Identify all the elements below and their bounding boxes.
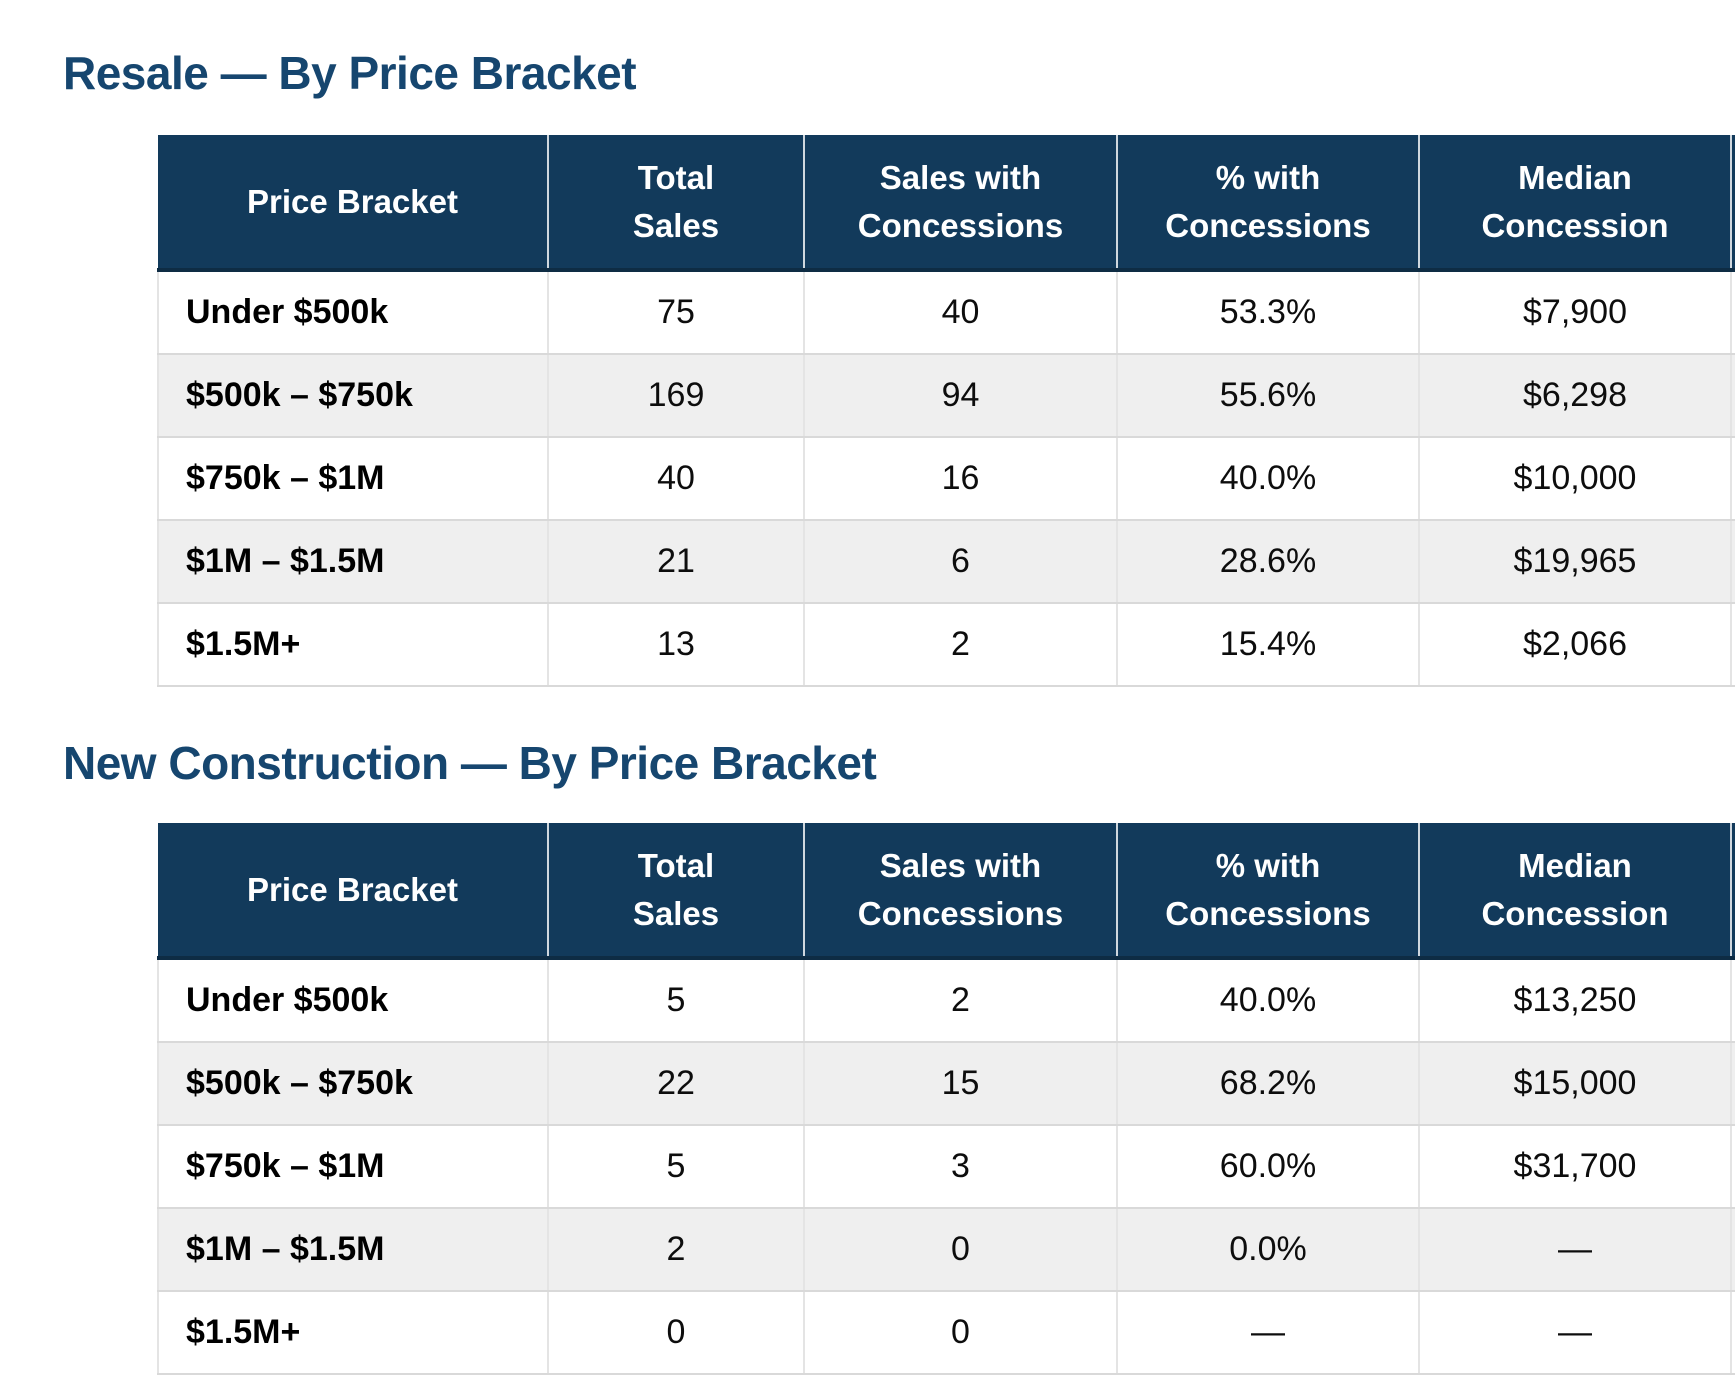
table-cell: 2	[548, 1208, 805, 1292]
table-row: $750k – $1M 5 3 60.0% $31,700	[157, 1125, 1735, 1209]
row-header-cell: $1M – $1.5M	[157, 520, 549, 604]
table-row: $1M – $1.5M 2 0 0.0% —	[157, 1208, 1735, 1292]
column-header: Sales with Concessions	[804, 823, 1118, 960]
table-cell: 15	[804, 1042, 1118, 1126]
table-row: $750k – $1M 40 16 40.0% $10,000	[157, 437, 1735, 521]
table-cell: $31,700	[1419, 1125, 1732, 1209]
table-cell: 0	[804, 1208, 1118, 1292]
table-cell: 68.2%	[1117, 1042, 1420, 1126]
table-cell: 40.0%	[1117, 437, 1420, 521]
table-row: $1.5M+ 13 2 15.4% $2,066	[157, 603, 1735, 687]
table-cell: —	[1419, 1291, 1732, 1375]
table-row: Under $500k 75 40 53.3% $7,900	[157, 270, 1735, 355]
cutoff-column-header	[1731, 823, 1735, 960]
table-cell: $15,000	[1419, 1042, 1732, 1126]
cutoff-cell	[1731, 270, 1735, 355]
new-construction-table-wrapper: Price Bracket Total Sales Sales with Conce…	[157, 823, 1735, 1375]
column-header: Price Bracket	[158, 823, 549, 960]
table-row: $1M – $1.5M 21 6 28.6% $19,965	[157, 520, 1735, 604]
column-header: Sales with Concessions	[804, 135, 1118, 272]
cutoff-cell	[1731, 1042, 1735, 1126]
table-cell: 40	[804, 270, 1118, 355]
table-cell: 60.0%	[1117, 1125, 1420, 1209]
table-cell: 16	[804, 437, 1118, 521]
table-cell: 40.0%	[1117, 958, 1420, 1043]
row-header-cell: $750k – $1M	[157, 1125, 549, 1209]
table-cell: 75	[548, 270, 805, 355]
table-cell: 22	[548, 1042, 805, 1126]
column-header: Total Sales	[548, 823, 805, 960]
row-header-cell: $500k – $750k	[157, 354, 549, 438]
table-cell: 15.4%	[1117, 603, 1420, 687]
table-cell: 94	[804, 354, 1118, 438]
resale-table-wrapper: Price Bracket Total Sales Sales with Conce…	[157, 135, 1735, 687]
column-header: % with Concessions	[1117, 823, 1420, 960]
column-header: % with Concessions	[1117, 135, 1420, 272]
table-row: $1.5M+ 0 0— —	[157, 1291, 1735, 1375]
table-cell: 2	[804, 958, 1118, 1043]
row-header-cell: Under $500k	[157, 270, 549, 355]
cutoff-cell	[1731, 1291, 1735, 1375]
table-cell: 0.0%	[1117, 1208, 1420, 1292]
table-cell: 13	[548, 603, 805, 687]
table-cell: 0	[804, 1291, 1118, 1375]
table-cell: 6	[804, 520, 1118, 604]
table-cell: 2	[804, 603, 1118, 687]
table-cell: $19,965	[1419, 520, 1732, 604]
row-header-cell: Under $500k	[157, 958, 549, 1043]
table-cell: $13,250	[1419, 958, 1732, 1043]
cutoff-cell	[1731, 1208, 1735, 1292]
table-cell: —	[1117, 1291, 1420, 1375]
table-cell: —	[1419, 1208, 1732, 1292]
column-header: Total Sales	[548, 135, 805, 272]
cutoff-cell	[1731, 603, 1735, 687]
table-row: Under $500k 5 2 40.0% $13,250	[157, 958, 1735, 1043]
cutoff-cell	[1731, 354, 1735, 438]
row-header-cell: $750k – $1M	[157, 437, 549, 521]
cutoff-cell	[1731, 520, 1735, 604]
table-cell: 55.6%	[1117, 354, 1420, 438]
column-header: Median Concession	[1419, 823, 1732, 960]
resale-table: Price Bracket Total Sales Sales with Conce…	[157, 135, 1735, 687]
table-cell: 3	[804, 1125, 1118, 1209]
table-cell: 5	[548, 958, 805, 1043]
column-header: Median Concession	[1419, 135, 1732, 272]
table-cell: 5	[548, 1125, 805, 1209]
row-header-cell: $500k – $750k	[157, 1042, 549, 1126]
cutoff-cell	[1731, 958, 1735, 1043]
table-header-row: Price Bracket Total Sales Sales with Conce…	[158, 135, 1735, 272]
table-cell: 21	[548, 520, 805, 604]
table-row: $500k – $750k 22 15 68.2% $15,000	[157, 1042, 1735, 1126]
cutoff-column-header	[1731, 135, 1735, 272]
table-cell: $2,066	[1419, 603, 1732, 687]
table-cell: $6,298	[1419, 354, 1732, 438]
row-header-cell: $1.5M+	[157, 1291, 549, 1375]
table-cell: 53.3%	[1117, 270, 1420, 355]
table-cell: $7,900	[1419, 270, 1732, 355]
section-title-new-construction: New Construction — By Price Bracket	[63, 737, 877, 789]
table-cell: 40	[548, 437, 805, 521]
cutoff-cell	[1731, 1125, 1735, 1209]
table-cell: 0	[548, 1291, 805, 1375]
table-header-row: Price Bracket Total Sales Sales with Conce…	[158, 823, 1735, 960]
table-row: $500k – $750k 169 94 55.6% $6,298	[157, 354, 1735, 438]
table-cell: 169	[548, 354, 805, 438]
column-header: Price Bracket	[158, 135, 549, 272]
table-cell: 28.6%	[1117, 520, 1420, 604]
row-header-cell: $1M – $1.5M	[157, 1208, 549, 1292]
new-construction-table: Price Bracket Total Sales Sales with Conce…	[157, 823, 1735, 1375]
table-cell: $10,000	[1419, 437, 1732, 521]
row-header-cell: $1.5M+	[157, 603, 549, 687]
section-title-resale: Resale — By Price Bracket	[63, 47, 637, 99]
cutoff-cell	[1731, 437, 1735, 521]
